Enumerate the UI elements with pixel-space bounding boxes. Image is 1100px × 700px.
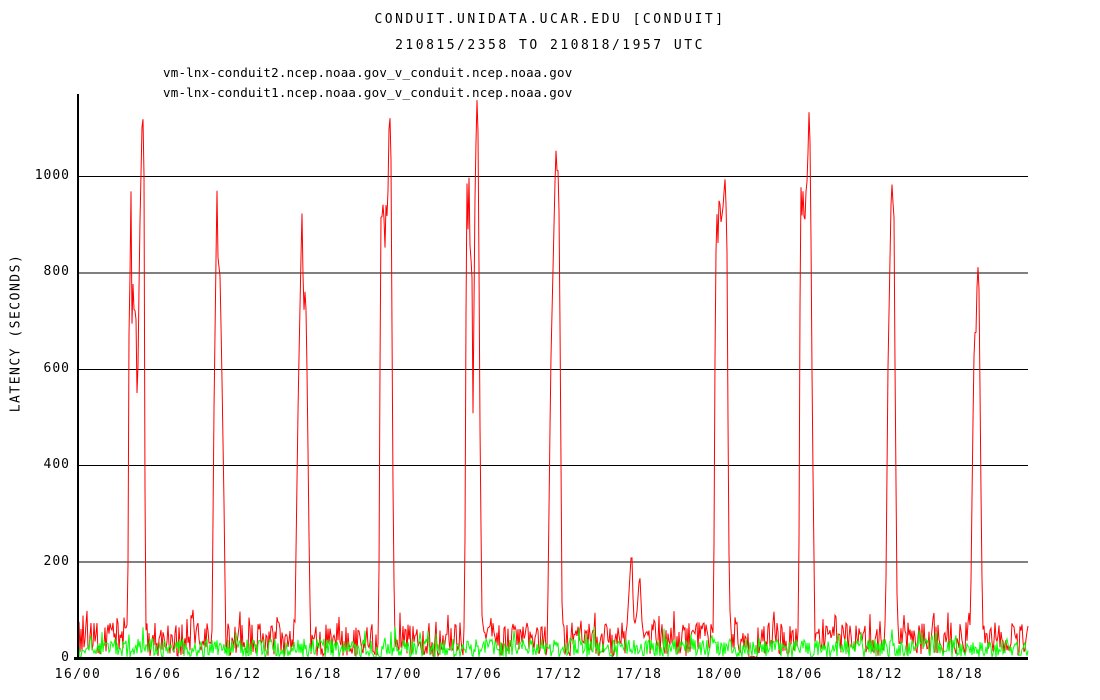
x-tick-label-16-12: 16/12 xyxy=(215,667,262,682)
y-tick-label-600: 600 xyxy=(43,360,70,376)
chart-title: CONDUIT.UNIDATA.UCAR.EDU [CONDUIT] xyxy=(374,12,726,27)
x-tick-label-18-06: 18/06 xyxy=(776,667,823,682)
x-tick-label-17-12: 17/12 xyxy=(535,667,583,682)
y-tick-label-800: 800 xyxy=(43,264,70,280)
legend-series-conduit1: vm-lnx-conduit1.ncep.noaa.gov_v_conduit.… xyxy=(163,85,573,100)
chart-legend: vm-lnx-conduit2.ncep.noaa.gov_v_conduit.… xyxy=(163,63,572,103)
y-tick-label-1000: 1000 xyxy=(34,167,70,183)
legend-series-conduit2: vm-lnx-conduit2.ncep.noaa.gov_v_conduit.… xyxy=(163,65,573,80)
x-tick-label-17-06: 17/06 xyxy=(455,667,503,682)
x-tick-label-18-18: 18/18 xyxy=(936,667,984,682)
x-tick-label-16-00: 16/00 xyxy=(54,667,102,682)
x-tick-label-18-12: 18/12 xyxy=(856,667,903,682)
series-line-conduit1 xyxy=(77,626,1029,660)
x-tick-label-16-06: 16/06 xyxy=(134,667,182,682)
y-tick-label-0: 0 xyxy=(61,650,70,665)
x-tick-label-18-00: 18/00 xyxy=(696,667,743,682)
series-line-conduit2 xyxy=(77,100,1029,659)
y-tick-label-400: 400 xyxy=(43,457,70,473)
y-tick-label-200: 200 xyxy=(43,553,70,569)
x-tick-label-17-18: 17/18 xyxy=(615,667,663,682)
chart-subtitle: 210815/2358 TO 210818/1957 UTC xyxy=(395,38,705,53)
x-tick-label-17-00: 17/00 xyxy=(375,667,422,682)
y-axis-line xyxy=(77,94,79,660)
x-axis-line xyxy=(74,657,1028,660)
x-tick-label-16-18: 16/18 xyxy=(295,667,342,682)
